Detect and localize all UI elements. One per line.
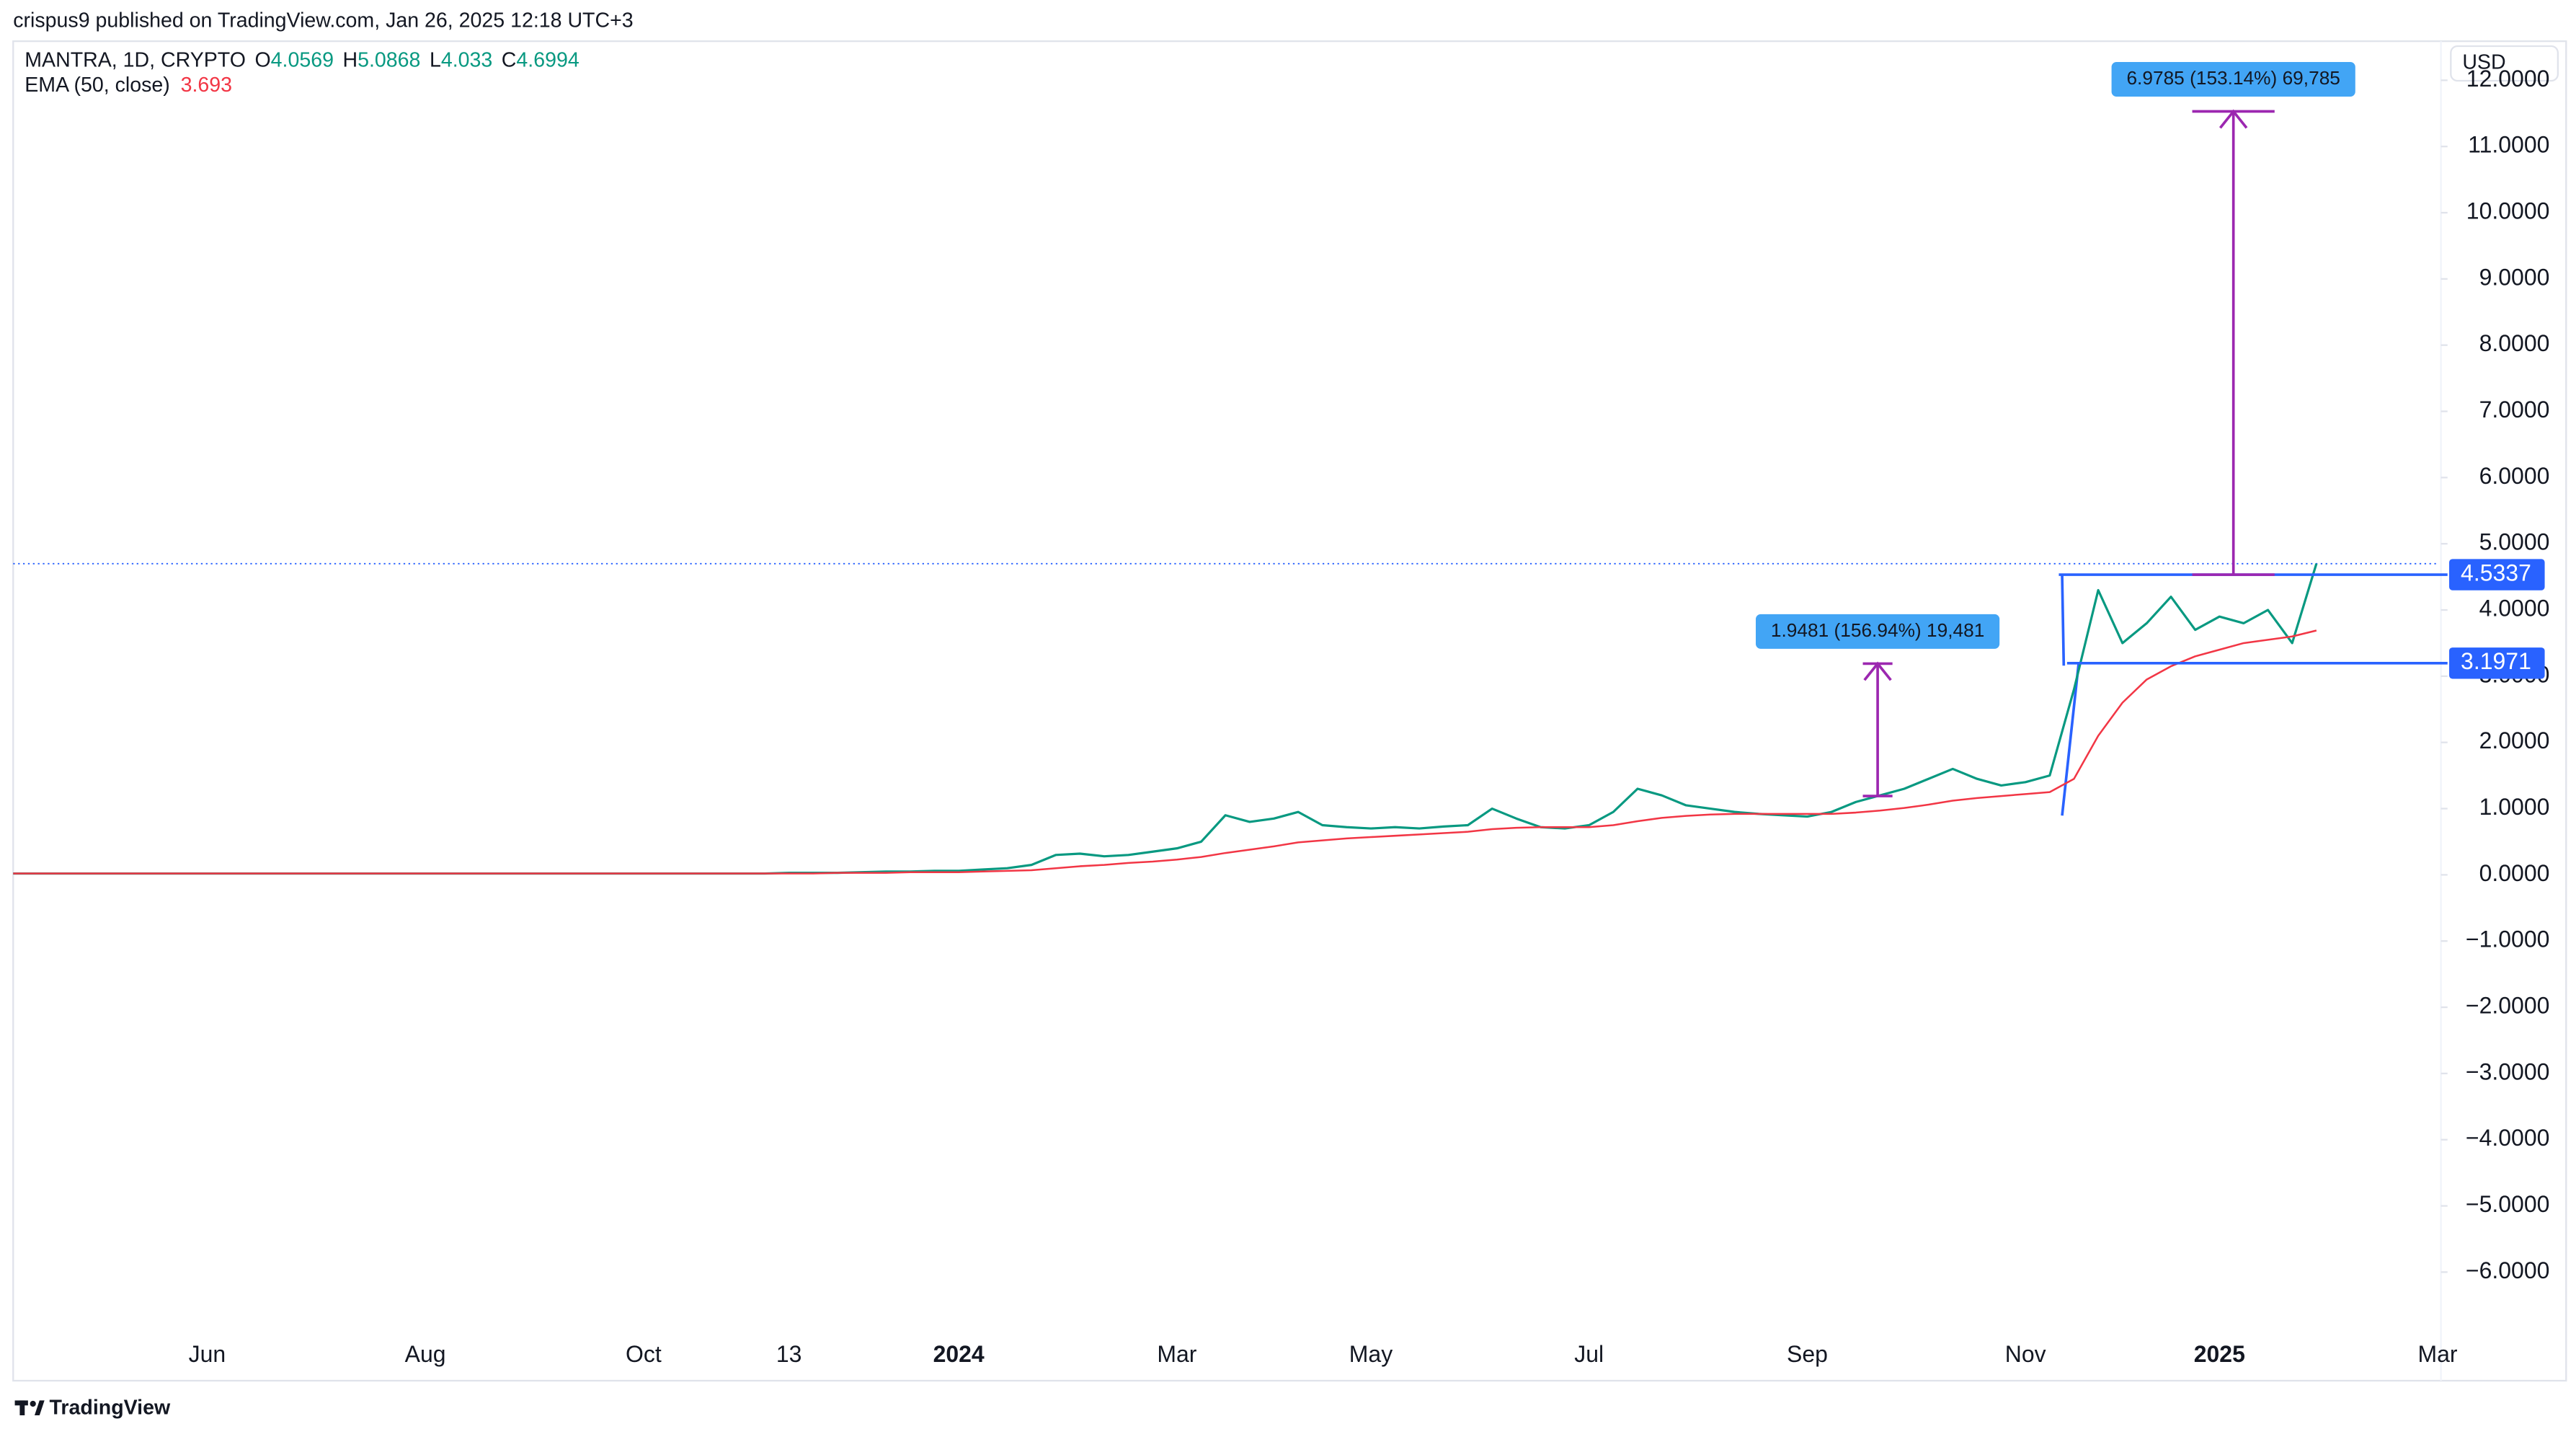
- logo-part: [19, 1400, 25, 1415]
- measure-label: 6.9785 (153.14%) 69,785: [2126, 67, 2340, 89]
- measure-label: 1.9481 (156.94%) 19,481: [1771, 619, 1984, 641]
- y-tick-label: −1.0000: [2466, 926, 2550, 952]
- currency[interactable]: USD: [2462, 51, 2505, 74]
- ohlc-value: 4.0569: [271, 48, 334, 71]
- x-tick-label: May: [1349, 1341, 1393, 1367]
- y-tick-label: −6.0000: [2466, 1257, 2550, 1283]
- y-tick-label: −3.0000: [2466, 1058, 2550, 1084]
- y-tick-label: 10.0000: [2466, 198, 2550, 224]
- x-tick-label: Mar: [1157, 1341, 1196, 1367]
- currency-button[interactable]: [2450, 45, 2559, 82]
- x-tick-label: Nov: [2005, 1341, 2046, 1367]
- legend-line: MANTRA, 1D, CRYPTO O4.0569 H5.0868 L4.03…: [25, 48, 579, 71]
- measure-label-box: [2111, 61, 2355, 97]
- x-tick-label: Oct: [626, 1341, 662, 1367]
- y-tick-label: 7.0000: [2479, 397, 2550, 422]
- logo-part: [30, 1400, 36, 1407]
- ohlc-key: L: [430, 48, 441, 71]
- x-tick-label: Mar: [2417, 1341, 2457, 1367]
- y-tick-label: −2.0000: [2466, 993, 2550, 1019]
- indicator-name: EMA (50, close): [25, 73, 170, 96]
- x-tick-label: Jun: [189, 1341, 226, 1367]
- measure-label-box: [1755, 614, 2000, 649]
- footer-brand: TradingView: [50, 1396, 171, 1419]
- arrow-head: [2219, 109, 2248, 129]
- y-tick-label: −4.0000: [2466, 1125, 2550, 1151]
- x-tick-label: Aug: [405, 1341, 446, 1367]
- y-tick-label: 4.0000: [2479, 595, 2550, 621]
- y-tick-label: 6.0000: [2479, 463, 2550, 489]
- x-tick-label: Jul: [1574, 1341, 1604, 1367]
- x-tick-label: 2024: [933, 1341, 985, 1367]
- x-tick-label: 2025: [2194, 1341, 2245, 1367]
- trend-line: [2061, 575, 2066, 666]
- price-tag-label: 3.1971: [2461, 648, 2531, 674]
- y-tick-label: 9.0000: [2479, 264, 2550, 290]
- y-tick-label: 5.0000: [2479, 529, 2550, 555]
- footer-logo: [14, 1400, 45, 1415]
- published-line: crispus9 published on TradingView.com, J…: [13, 9, 633, 32]
- indicator-value: 3.693: [181, 73, 232, 96]
- ohlc-key: O: [254, 48, 270, 71]
- x-tick-label: Sep: [1787, 1341, 1828, 1367]
- ohlc-key: H: [343, 48, 358, 71]
- ohlc-key: C: [502, 48, 517, 71]
- y-tick-label: 0.0000: [2479, 860, 2550, 886]
- logo-part: [34, 1400, 45, 1415]
- ohlc-value: 4.6994: [516, 48, 579, 71]
- indicator-line: EMA (50, close) 3.693: [25, 73, 232, 96]
- y-tick-label: 11.0000: [2468, 132, 2549, 158]
- x-tick-label: 13: [776, 1341, 802, 1367]
- y-tick-label: 12.0000: [2466, 66, 2550, 92]
- symbol: MANTRA, 1D, CRYPTO: [25, 48, 246, 71]
- ohlc-value: 4.033: [441, 48, 492, 71]
- ohlc-value: 5.0868: [357, 48, 420, 71]
- ema-line: [13, 629, 2317, 875]
- price-tag: [2449, 647, 2545, 679]
- y-tick-label: −5.0000: [2466, 1191, 2550, 1217]
- price-tag: [2449, 559, 2545, 590]
- y-tick-label: 8.0000: [2479, 330, 2550, 356]
- y-tick-label: 1.0000: [2479, 794, 2550, 820]
- arrow-head: [1863, 661, 1892, 681]
- price-tag-label: 4.5337: [2461, 559, 2531, 585]
- y-tick-label: 2.0000: [2479, 727, 2550, 753]
- trend-line: [2061, 663, 2080, 816]
- chart-frame: [12, 40, 2567, 1382]
